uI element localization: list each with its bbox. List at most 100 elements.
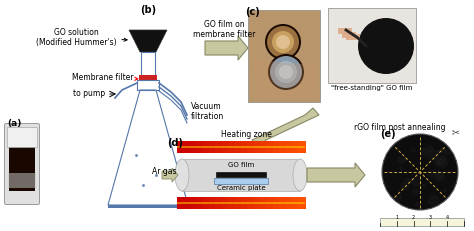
- Bar: [196, 141, 204, 153]
- Bar: [177, 197, 184, 209]
- Circle shape: [443, 188, 447, 193]
- Bar: [380, 218, 464, 226]
- Bar: [266, 141, 274, 153]
- Bar: [247, 141, 255, 153]
- Bar: [8, 173, 36, 188]
- Bar: [214, 178, 268, 184]
- Circle shape: [428, 170, 436, 178]
- Bar: [209, 141, 217, 153]
- Text: GO solution
(Modified Hummer's): GO solution (Modified Hummer's): [36, 28, 127, 47]
- Bar: [190, 197, 197, 209]
- Bar: [273, 197, 281, 209]
- Circle shape: [411, 147, 416, 153]
- Circle shape: [382, 134, 458, 210]
- Bar: [328, 8, 416, 83]
- Text: Membrane filter: Membrane filter: [72, 73, 138, 82]
- Bar: [241, 197, 248, 209]
- Bar: [279, 141, 287, 153]
- Circle shape: [427, 149, 438, 161]
- Bar: [346, 34, 360, 40]
- Text: Vacuum
filtration: Vacuum filtration: [191, 102, 224, 122]
- Bar: [286, 141, 293, 153]
- Polygon shape: [252, 108, 319, 147]
- Circle shape: [270, 56, 302, 88]
- Bar: [183, 141, 191, 153]
- Bar: [196, 197, 204, 209]
- Bar: [342, 32, 356, 38]
- Circle shape: [275, 61, 297, 83]
- Circle shape: [440, 147, 447, 154]
- Polygon shape: [129, 30, 167, 52]
- Circle shape: [411, 175, 422, 187]
- Text: 2: 2: [412, 215, 415, 220]
- Bar: [266, 197, 274, 209]
- Bar: [9, 141, 35, 191]
- Circle shape: [426, 146, 434, 153]
- Bar: [202, 141, 210, 153]
- Circle shape: [276, 35, 290, 49]
- Bar: [177, 141, 184, 153]
- Bar: [139, 75, 157, 83]
- Bar: [228, 141, 236, 153]
- Text: (c): (c): [245, 7, 260, 17]
- Bar: [141, 52, 155, 80]
- Circle shape: [397, 156, 405, 164]
- Bar: [260, 141, 268, 153]
- Bar: [254, 197, 261, 209]
- Circle shape: [358, 18, 414, 74]
- Text: 1: 1: [395, 215, 398, 220]
- Bar: [137, 80, 159, 90]
- Bar: [177, 202, 305, 204]
- Bar: [248, 10, 320, 102]
- Text: rGO film post annealing: rGO film post annealing: [354, 123, 446, 132]
- Circle shape: [436, 149, 441, 155]
- Text: (e): (e): [380, 129, 396, 139]
- Text: (d): (d): [167, 138, 183, 148]
- Circle shape: [434, 158, 443, 167]
- Bar: [235, 197, 242, 209]
- Bar: [292, 141, 300, 153]
- Text: ✂: ✂: [452, 127, 460, 137]
- Bar: [182, 159, 300, 191]
- Text: "free-standing" GO film: "free-standing" GO film: [331, 85, 413, 91]
- Circle shape: [404, 177, 412, 185]
- Bar: [279, 197, 287, 209]
- Text: GO film: GO film: [228, 162, 254, 168]
- Circle shape: [272, 31, 294, 53]
- Polygon shape: [162, 168, 178, 182]
- Circle shape: [279, 65, 293, 79]
- Bar: [216, 172, 266, 177]
- Bar: [215, 197, 223, 209]
- Text: (a): (a): [7, 119, 21, 128]
- Text: Ceramic plate: Ceramic plate: [217, 185, 265, 191]
- Text: 3: 3: [429, 215, 432, 220]
- Bar: [247, 197, 255, 209]
- Bar: [260, 197, 268, 209]
- Circle shape: [436, 171, 444, 179]
- Text: GO film on
membrane filter: GO film on membrane filter: [193, 20, 255, 40]
- Circle shape: [422, 184, 426, 188]
- FancyBboxPatch shape: [4, 124, 39, 204]
- Bar: [209, 197, 217, 209]
- Circle shape: [402, 157, 408, 162]
- Text: Heating zone: Heating zone: [220, 130, 272, 139]
- Circle shape: [268, 54, 304, 90]
- Circle shape: [415, 201, 420, 207]
- Bar: [299, 197, 306, 209]
- Bar: [222, 197, 229, 209]
- Bar: [292, 197, 300, 209]
- Circle shape: [428, 195, 440, 206]
- Bar: [108, 205, 188, 208]
- Polygon shape: [205, 36, 248, 60]
- Bar: [228, 197, 236, 209]
- Circle shape: [438, 158, 448, 168]
- Circle shape: [267, 26, 299, 58]
- Bar: [254, 141, 261, 153]
- Circle shape: [399, 166, 403, 170]
- Polygon shape: [307, 163, 365, 187]
- Ellipse shape: [175, 159, 189, 191]
- Bar: [202, 197, 210, 209]
- Circle shape: [435, 156, 445, 165]
- Bar: [222, 141, 229, 153]
- Bar: [273, 141, 281, 153]
